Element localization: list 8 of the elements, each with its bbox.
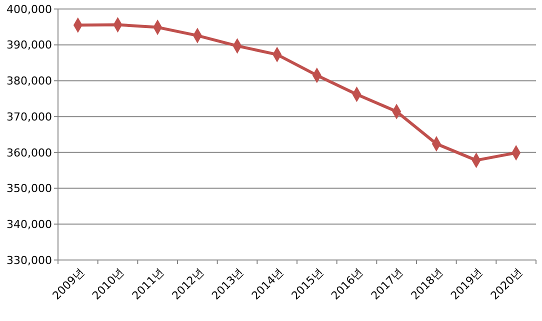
- y-tick-label: 390,000: [6, 38, 52, 52]
- y-tick-label: 340,000: [6, 218, 52, 231]
- y-tick-label: 330,000: [6, 254, 52, 267]
- y-tick-label: 360,000: [6, 146, 52, 160]
- y-tick-label: 400,000: [6, 2, 52, 16]
- y-tick-label: 370,000: [6, 110, 52, 124]
- y-tick-label: 350,000: [6, 182, 52, 196]
- y-tick-label: 380,000: [6, 74, 52, 88]
